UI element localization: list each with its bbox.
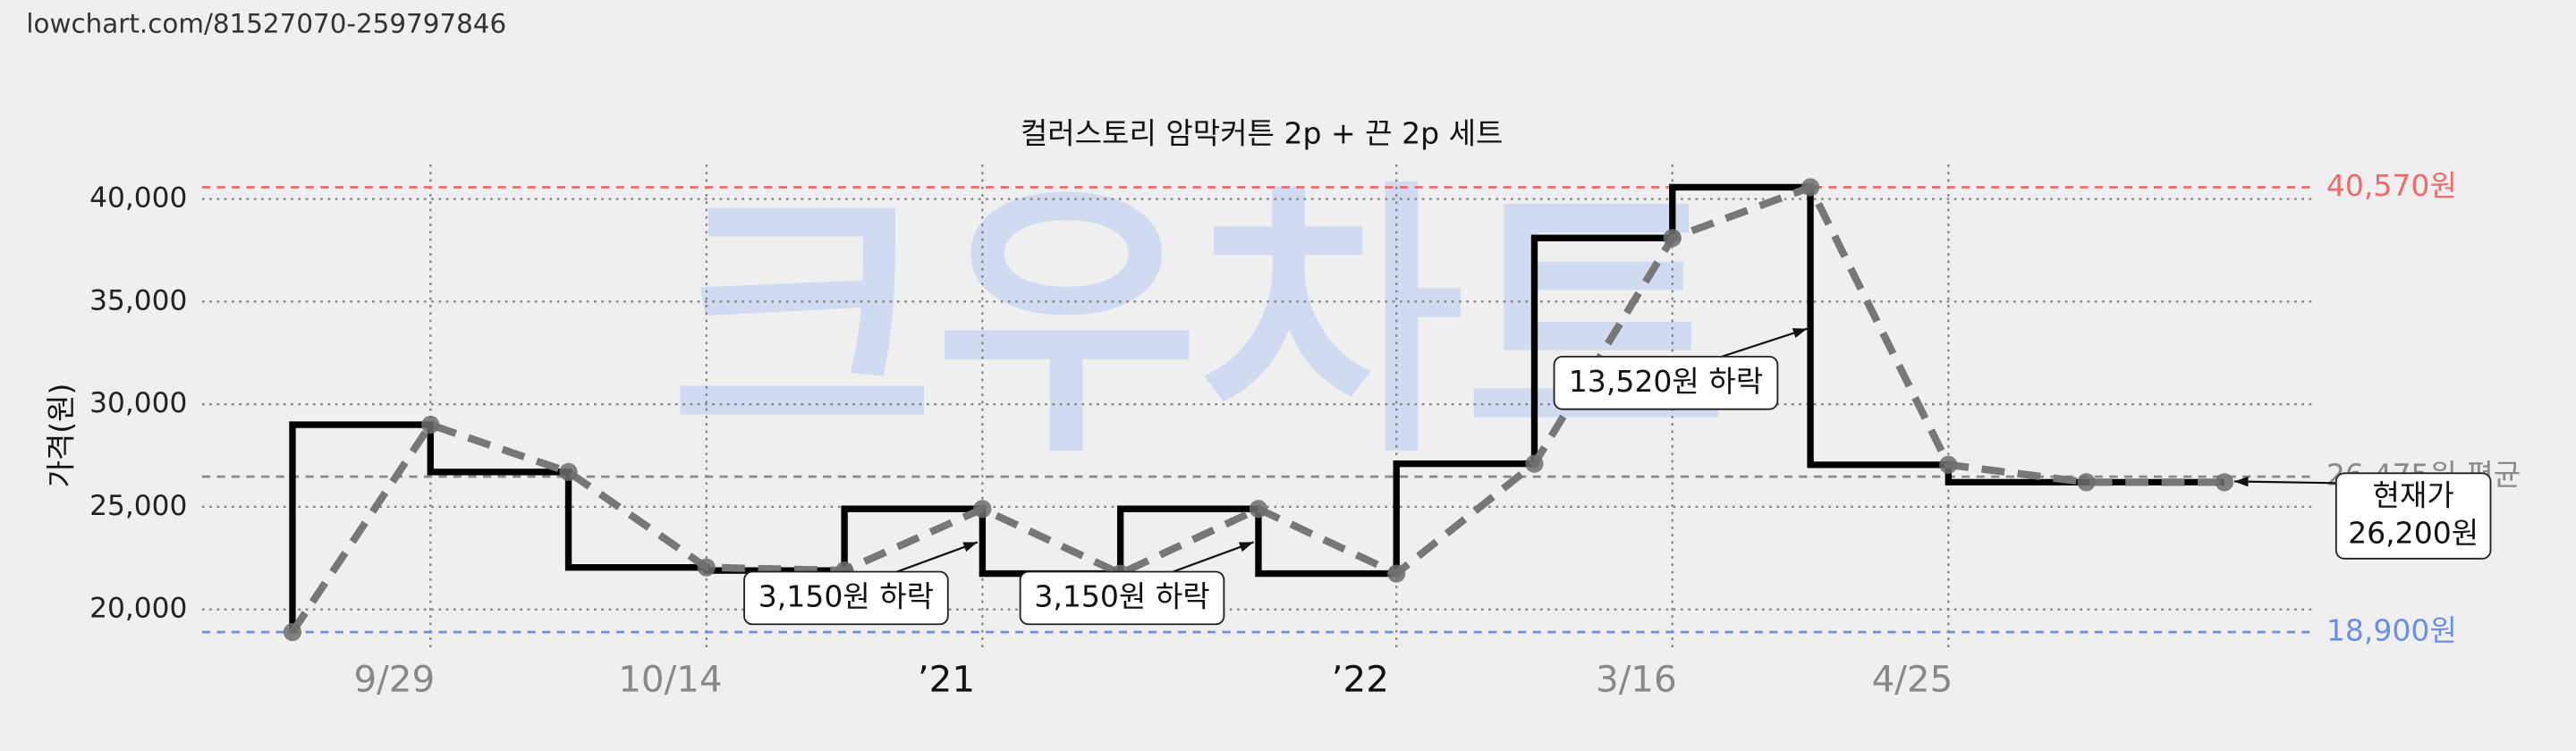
- reference-label: 40,570원: [2326, 168, 2457, 203]
- price-point: [2077, 473, 2096, 492]
- url: lowchart.com/81527070-259797846: [26, 8, 506, 38]
- x-tick-label: 10/14: [618, 658, 722, 701]
- x-tick-label: 4/25: [1872, 658, 1953, 701]
- price-point: [2215, 473, 2233, 492]
- annotation-text: 26,200원: [2348, 516, 2479, 551]
- annotation: 현재가 26,200원: [2233, 472, 2492, 560]
- arrow-head: [962, 542, 978, 553]
- price-point: [1387, 564, 1406, 583]
- annotation-text: 3,150원 하락: [1034, 578, 1209, 613]
- arrow-head: [2233, 477, 2249, 487]
- arrow-head: [1792, 328, 1808, 338]
- price-point: [697, 558, 716, 577]
- price-point: [283, 622, 302, 642]
- annotation-arrow: [2233, 480, 2336, 485]
- y-tick-label: 35,000: [89, 284, 187, 316]
- annotation-box: [743, 570, 949, 626]
- y-tick-label: 40,000: [89, 182, 187, 215]
- price-point: [1249, 500, 1268, 519]
- annotation-box: [2334, 472, 2492, 560]
- price-point: [559, 462, 578, 482]
- x-tick-label: 9/29: [353, 658, 435, 701]
- price-point: [1801, 178, 1820, 197]
- annotation: 3,150원 하락: [743, 541, 979, 626]
- price-point: [421, 416, 440, 435]
- annotation-text: 13,520원 하락: [1569, 364, 1763, 399]
- x-tick-label: 3/16: [1596, 658, 1677, 701]
- y-axis-label: 가격(원): [43, 384, 78, 488]
- y-tick-label: 20,000: [89, 593, 187, 625]
- annotation-box: [1553, 355, 1779, 410]
- price-point: [1525, 454, 1544, 473]
- price-point: [1939, 455, 1958, 474]
- y-tick-label: 25,000: [89, 490, 187, 522]
- annotation-arrow: [1173, 541, 1254, 573]
- annotation-box: [1019, 570, 1225, 626]
- arrow-head: [1238, 542, 1254, 553]
- x-tick-label: ’21: [918, 658, 975, 701]
- reference-label: 18,900원: [2326, 612, 2457, 647]
- annotation: 3,150원 하락: [1019, 541, 1254, 626]
- annotation-text: 3,150원 하락: [758, 578, 934, 613]
- price-point: [1663, 229, 1682, 248]
- annotation-arrow: [1721, 327, 1808, 358]
- annotation: 13,520원 하락: [1553, 327, 1808, 410]
- chart-title: 컬러스토리 암막커튼 2p + 끈 2p 세트: [1021, 115, 1504, 150]
- annotation-arrow: [896, 541, 979, 573]
- price-step-line: [289, 183, 2224, 632]
- y-tick-label: 30,000: [89, 387, 187, 419]
- watermark: 크우차트: [670, 157, 1728, 492]
- price-point: [973, 500, 992, 519]
- annotation-text: 현재가: [2373, 477, 2454, 512]
- x-tick-label: ’22: [1332, 658, 1389, 701]
